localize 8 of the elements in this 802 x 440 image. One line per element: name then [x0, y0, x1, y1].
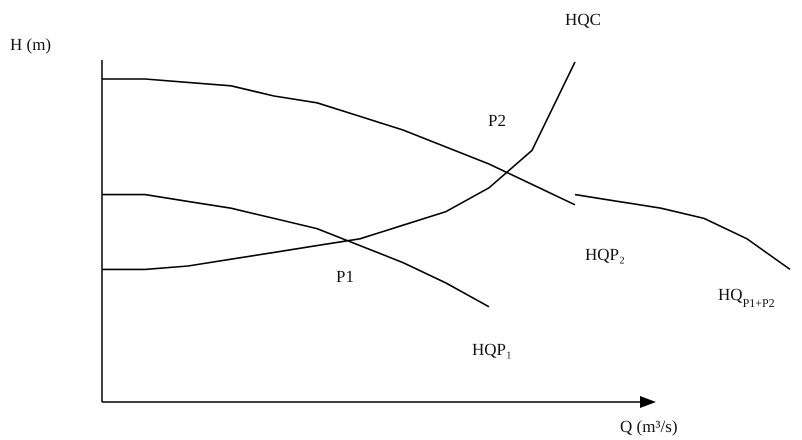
text: HQP₂ — [585, 245, 625, 264]
annotation: P1 — [336, 267, 354, 286]
series-label: HQ$_{P1+P2}$ — [718, 285, 775, 310]
annotation: P2 — [488, 111, 506, 130]
text: HQC — [565, 10, 601, 29]
text: HQP₁ — [472, 340, 512, 359]
y-axis-title: H (m) — [10, 35, 52, 54]
x-axis-title: Q (m³/s) — [620, 417, 678, 436]
